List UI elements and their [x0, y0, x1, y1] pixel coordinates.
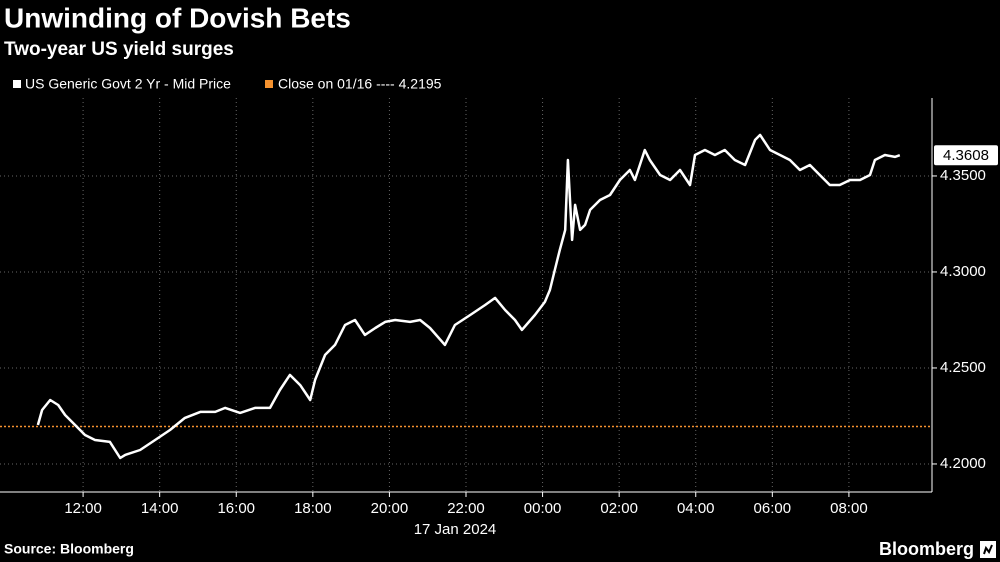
legend-label: Close on 01/16 ---- 4.2195	[278, 76, 442, 92]
chart-title: Unwinding of Dovish Bets	[4, 2, 351, 33]
last-value-box	[934, 145, 998, 166]
legend-swatch	[13, 80, 21, 88]
series-line	[36, 133, 901, 460]
x-tick-label: 22:00	[447, 500, 485, 517]
legend-label: US Generic Govt 2 Yr - Mid Price	[25, 76, 231, 92]
y-tick-label: 4.3500	[940, 167, 986, 184]
y-tick-label: 4.2500	[940, 359, 986, 376]
chart-subtitle: Two-year US yield surges	[4, 39, 234, 60]
x-tick-label: 20:00	[371, 500, 409, 517]
x-tick-label: 02:00	[600, 500, 638, 517]
x-tick-label: 00:00	[524, 500, 562, 517]
y-tick-label: 4.3000	[940, 263, 986, 280]
last-value-label: 4.3608	[943, 147, 989, 164]
brand-icon	[980, 541, 996, 558]
date-label: 17 Jan 2024	[414, 521, 497, 538]
legend-swatch	[265, 80, 273, 88]
x-tick-label: 18:00	[294, 500, 332, 517]
y-tick-label: 4.2000	[940, 455, 986, 472]
x-tick-label: 06:00	[754, 500, 792, 517]
x-tick-label: 14:00	[141, 500, 179, 517]
x-tick-label: 16:00	[217, 500, 255, 517]
x-tick-label: 04:00	[677, 500, 715, 517]
x-tick-label: 12:00	[64, 500, 102, 517]
source: Source: Bloomberg	[4, 541, 134, 557]
brand: Bloomberg	[879, 539, 974, 559]
x-tick-label: 08:00	[830, 500, 868, 517]
